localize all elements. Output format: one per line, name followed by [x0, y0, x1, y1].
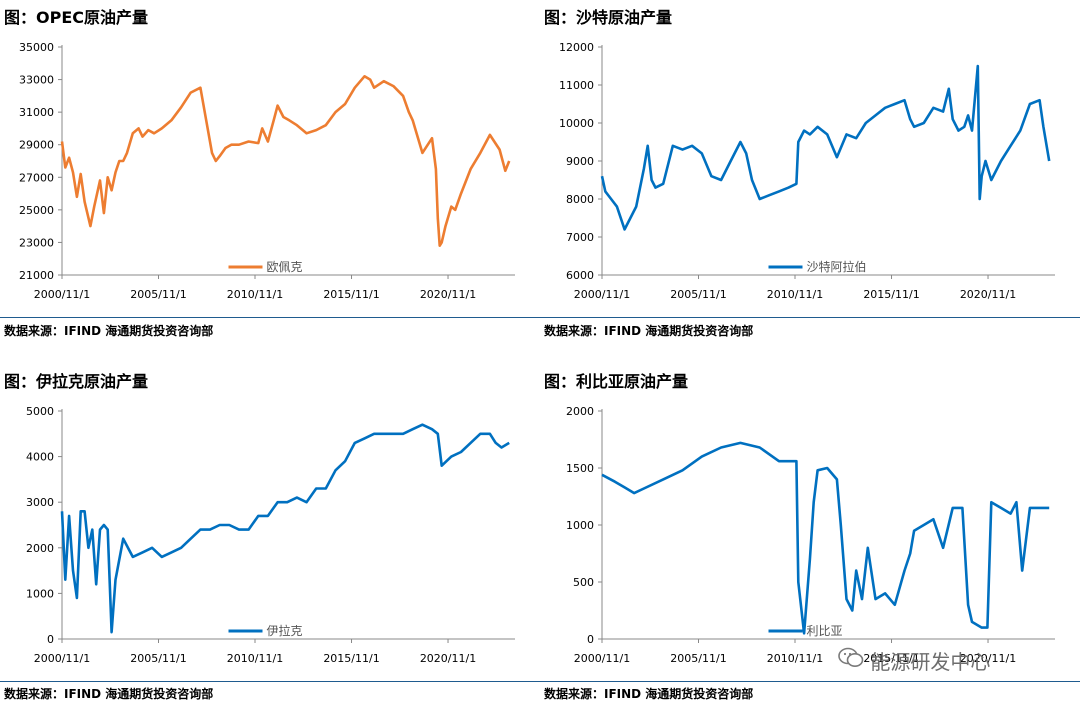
data-source: 数据来源：IFIND 海通期货投资咨询部 — [544, 324, 754, 338]
y-tick-label: 11000 — [559, 79, 594, 92]
y-tick-label: 0 — [47, 633, 54, 646]
chart-title: 图：OPEC原油产量 — [4, 8, 149, 27]
iraq-chart: 5000 4000 3000 2000 1000 0 2000/11/1 2005/11/1 2… — [26, 405, 515, 665]
x-tick-label: 2015/11/1 — [323, 652, 379, 665]
y-tick-label: 31000 — [19, 106, 54, 119]
y-tick-label: 9000 — [566, 155, 594, 168]
x-tick-label: 2000/11/1 — [34, 288, 90, 301]
x-tick-label: 2010/11/1 — [767, 288, 823, 301]
data-source: 数据来源：IFIND 海通期货投资咨询部 — [4, 687, 214, 701]
y-tick-label: 25000 — [19, 204, 54, 217]
divider — [0, 317, 540, 318]
y-tick-label: 23000 — [19, 236, 54, 249]
y-tick-label: 10000 — [559, 117, 594, 130]
divider — [540, 317, 1080, 318]
x-tick-label: 2000/11/1 — [574, 288, 630, 301]
libya-chart: 2000 1500 1000 500 0 2000/11/1 2005/11/1 2010/1… — [566, 405, 1055, 665]
x-tick-label: 2015/11/1 — [863, 652, 919, 665]
x-tick-label: 2010/11/1 — [767, 652, 823, 665]
series-line — [601, 441, 1050, 635]
y-tick-label: 35000 — [19, 41, 54, 54]
y-tick-label: 6000 — [566, 269, 594, 282]
y-tick-label: 5000 — [26, 405, 54, 418]
y-tick-label: 33000 — [19, 74, 54, 87]
y-tick-label: 0 — [587, 633, 594, 646]
x-tick-label: 2020/11/1 — [420, 288, 476, 301]
series-line — [60, 75, 511, 247]
legend-label: 沙特阿拉伯 — [807, 259, 867, 274]
y-tick-label: 2000 — [26, 542, 54, 555]
chart-panel-iraq: 图：伊拉克原油产量 5000 4000 3000 2000 1000 0 2000/11/1… — [0, 364, 540, 707]
x-tick-label: 2005/11/1 — [130, 288, 186, 301]
saudi-chart: 12000 11000 10000 9000 8000 7000 6000 2000/11/1… — [559, 41, 1055, 301]
x-tick-label: 2015/11/1 — [863, 288, 919, 301]
x-tick-label: 2000/11/1 — [34, 652, 90, 665]
legend-label: 欧佩克 — [267, 260, 303, 274]
chart-title: 图：伊拉克原油产量 — [4, 372, 149, 391]
x-tick-label: 2005/11/1 — [670, 652, 726, 665]
chart-panel-opec: 图：OPEC原油产量 35000 33000 31000 29000 27000 2500… — [0, 0, 540, 342]
opec-chart: 35000 33000 31000 29000 27000 25000 23000 21000… — [19, 41, 515, 301]
y-tick-label: 4000 — [26, 451, 54, 464]
wechat-icon — [838, 647, 870, 674]
y-tick-label: 3000 — [26, 496, 54, 509]
chart-panel-saudi: 图：沙特原油产量 12000 11000 10000 9000 8000 7000 6000… — [540, 0, 1080, 342]
y-tick-label: 7000 — [566, 231, 594, 244]
y-tick-label: 27000 — [19, 171, 54, 184]
y-tick-label: 12000 — [559, 41, 594, 54]
chart-title: 图：沙特原油产量 — [544, 8, 673, 27]
divider — [0, 681, 540, 682]
x-tick-label: 2010/11/1 — [227, 652, 283, 665]
series-line — [60, 423, 510, 634]
x-tick-label: 2020/11/1 — [420, 652, 476, 665]
x-tick-label: 2005/11/1 — [130, 652, 186, 665]
y-tick-label: 29000 — [19, 139, 54, 152]
data-source: 数据来源：IFIND 海通期货投资咨询部 — [544, 687, 754, 701]
y-tick-label: 500 — [573, 576, 594, 589]
x-tick-label: 2020/11/1 — [960, 288, 1016, 301]
chart-panel-libya: 图：利比亚原油产量 2000 1500 1000 500 0 2000/11/1 2005/… — [540, 364, 1080, 707]
data-source: 数据来源：IFIND 海通期货投资咨询部 — [4, 324, 214, 338]
watermark-text: 能源研发中心 — [870, 650, 991, 674]
chart-title: 图：利比亚原油产量 — [544, 372, 689, 391]
watermark: 能源研发中心 — [838, 646, 990, 675]
y-tick-label: 8000 — [566, 193, 594, 206]
y-tick-label: 21000 — [19, 269, 54, 282]
legend-label: 伊拉克 — [267, 623, 303, 638]
x-tick-label: 2000/11/1 — [574, 652, 630, 665]
y-tick-label: 1000 — [26, 587, 54, 600]
legend-label: 利比亚 — [807, 624, 843, 638]
x-tick-label: 2020/11/1 — [960, 652, 1016, 665]
y-tick-label: 2000 — [566, 405, 594, 418]
x-tick-label: 2005/11/1 — [670, 288, 726, 301]
x-tick-label: 2010/11/1 — [227, 288, 283, 301]
series-line — [600, 64, 1051, 231]
y-tick-label: 1000 — [566, 519, 594, 532]
y-tick-label: 1500 — [566, 462, 594, 475]
x-tick-label: 2015/11/1 — [323, 288, 379, 301]
divider — [540, 681, 1080, 682]
